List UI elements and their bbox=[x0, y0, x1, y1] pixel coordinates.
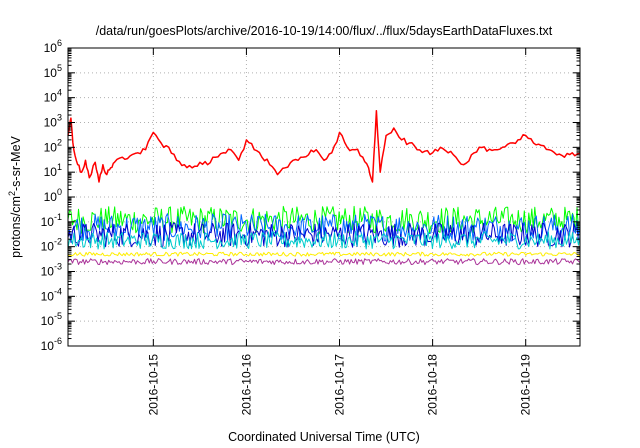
x-tick-label: 2016-10-19 bbox=[519, 354, 533, 416]
y-tick-label-base: 10 bbox=[44, 41, 58, 55]
y-tick-label-base: 10 bbox=[44, 66, 58, 80]
y-tick-label-exponent: 1 bbox=[57, 162, 62, 172]
y-tick-label-base: 10 bbox=[41, 240, 55, 254]
y-axis-label-sup: 2 bbox=[7, 191, 17, 196]
y-tick-label-base: 10 bbox=[44, 165, 58, 179]
y-tick-label-base: 10 bbox=[41, 265, 55, 279]
y-tick-label-exponent: 0 bbox=[57, 187, 62, 197]
y-tick-label: 10-5 bbox=[41, 311, 62, 328]
y-tick-label-exponent: 5 bbox=[57, 63, 62, 73]
series-line-4 bbox=[67, 222, 581, 248]
y-tick-label-base: 10 bbox=[44, 190, 58, 204]
y-tick-label-exponent: -4 bbox=[54, 286, 62, 296]
y-axis-label-base: protons/cm bbox=[9, 196, 23, 258]
series-line-1 bbox=[67, 109, 581, 183]
series-line-5 bbox=[67, 231, 581, 250]
grid bbox=[68, 48, 580, 346]
chart-title: /data/run/goesPlots/archive/2016-10-19/1… bbox=[96, 24, 553, 38]
y-tick-label-exponent: 3 bbox=[57, 113, 62, 123]
x-tick-label: 2016-10-18 bbox=[426, 354, 440, 416]
y-tick-label-base: 10 bbox=[41, 289, 55, 303]
y-tick-label: 104 bbox=[44, 88, 62, 105]
y-tick-label-exponent: -2 bbox=[54, 237, 62, 247]
y-tick-label: 105 bbox=[44, 63, 62, 80]
x-tick-label: 2016-10-16 bbox=[239, 354, 253, 416]
y-tick-label: 103 bbox=[44, 113, 62, 130]
y-tick-label-base: 10 bbox=[41, 215, 55, 229]
y-tick-label: 101 bbox=[44, 162, 62, 179]
y-tick-label: 10-2 bbox=[41, 237, 62, 254]
y-tick-label-exponent: 4 bbox=[57, 88, 62, 98]
series-line-2 bbox=[67, 205, 581, 234]
y-tick-label: 102 bbox=[44, 137, 62, 154]
y-tick-label-base: 10 bbox=[44, 91, 58, 105]
y-tick-label-exponent: -1 bbox=[54, 212, 62, 222]
x-tick-label: 2016-10-15 bbox=[146, 354, 160, 416]
y-tick-label: 10-3 bbox=[41, 262, 62, 279]
y-axis-label: protons/cm2-s-sr-MeV bbox=[7, 135, 23, 257]
y-tick-label: 100 bbox=[44, 187, 62, 204]
series-layer bbox=[67, 109, 581, 266]
y-tick-label: 10-1 bbox=[41, 212, 62, 229]
y-tick-label: 10-6 bbox=[41, 336, 62, 353]
y-tick-label-exponent: -6 bbox=[54, 336, 62, 346]
series-line-6 bbox=[67, 251, 581, 257]
y-tick-label-exponent: -3 bbox=[54, 262, 62, 272]
y-tick-label-base: 10 bbox=[44, 140, 58, 154]
x-axis-label: Coordinated Universal Time (UTC) bbox=[228, 430, 420, 444]
y-tick-label-base: 10 bbox=[41, 339, 55, 353]
series-line-7 bbox=[67, 258, 581, 266]
y-tick-label-exponent: 6 bbox=[57, 38, 62, 48]
x-tick-label: 2016-10-17 bbox=[333, 354, 347, 416]
y-tick-label-base: 10 bbox=[44, 116, 58, 130]
y-tick-label-exponent: -5 bbox=[54, 311, 62, 321]
axis-ticks bbox=[68, 47, 580, 347]
y-tick-label-base: 10 bbox=[41, 314, 55, 328]
y-tick-label: 106 bbox=[44, 38, 62, 55]
y-axis-label-rest: -s-sr-MeV bbox=[9, 135, 23, 191]
y-tick-label: 10-4 bbox=[41, 286, 62, 303]
y-tick-label-exponent: 2 bbox=[57, 137, 62, 147]
